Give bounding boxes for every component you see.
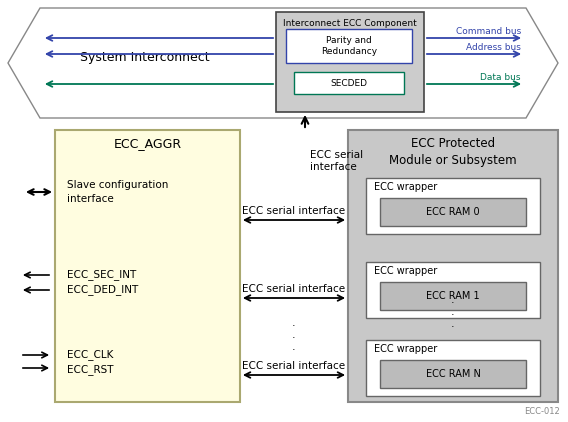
Text: ECC wrapper: ECC wrapper xyxy=(374,344,437,354)
Text: ECC Protected
Module or Subsystem: ECC Protected Module or Subsystem xyxy=(389,137,517,167)
Text: Command bus: Command bus xyxy=(456,27,521,36)
Text: ECC wrapper: ECC wrapper xyxy=(374,266,437,276)
Text: Interconnect ECC Component: Interconnect ECC Component xyxy=(283,19,417,28)
Text: SECDED: SECDED xyxy=(331,78,367,87)
Bar xyxy=(286,29,412,63)
Text: ·
·
·: · · · xyxy=(292,321,296,355)
Text: ·
·
·: · · · xyxy=(451,298,455,333)
Bar xyxy=(276,12,424,112)
Bar xyxy=(380,198,526,226)
Bar xyxy=(294,72,404,94)
Text: Slave configuration
interface: Slave configuration interface xyxy=(67,180,168,203)
Text: Data bus: Data bus xyxy=(481,73,521,82)
Bar xyxy=(55,130,240,402)
Text: ECC_SEC_INT
ECC_DED_INT: ECC_SEC_INT ECC_DED_INT xyxy=(67,270,138,295)
Bar xyxy=(348,130,558,402)
Text: ECC_AGGR: ECC_AGGR xyxy=(114,138,182,151)
Text: Parity and
Redundancy: Parity and Redundancy xyxy=(321,36,377,56)
Text: ECC RAM N: ECC RAM N xyxy=(425,369,481,379)
Bar xyxy=(366,262,540,318)
Bar xyxy=(380,360,526,388)
Text: ECC_CLK
ECC_RST: ECC_CLK ECC_RST xyxy=(67,349,114,374)
Text: ECC serial interface: ECC serial interface xyxy=(243,361,345,371)
Text: ECC wrapper: ECC wrapper xyxy=(374,182,437,192)
Text: System Interconnect: System Interconnect xyxy=(80,51,210,65)
Bar xyxy=(380,282,526,310)
Text: ECC RAM 0: ECC RAM 0 xyxy=(426,207,480,217)
Text: ECC serial interface: ECC serial interface xyxy=(243,206,345,216)
Bar xyxy=(366,340,540,396)
Text: ECC serial interface: ECC serial interface xyxy=(243,284,345,294)
Bar xyxy=(366,178,540,234)
Polygon shape xyxy=(8,8,558,118)
Text: ECC-012: ECC-012 xyxy=(524,407,560,416)
Text: Address bus: Address bus xyxy=(466,43,521,52)
Text: ECC RAM 1: ECC RAM 1 xyxy=(426,291,480,301)
Text: ECC serial
interface: ECC serial interface xyxy=(310,150,363,173)
